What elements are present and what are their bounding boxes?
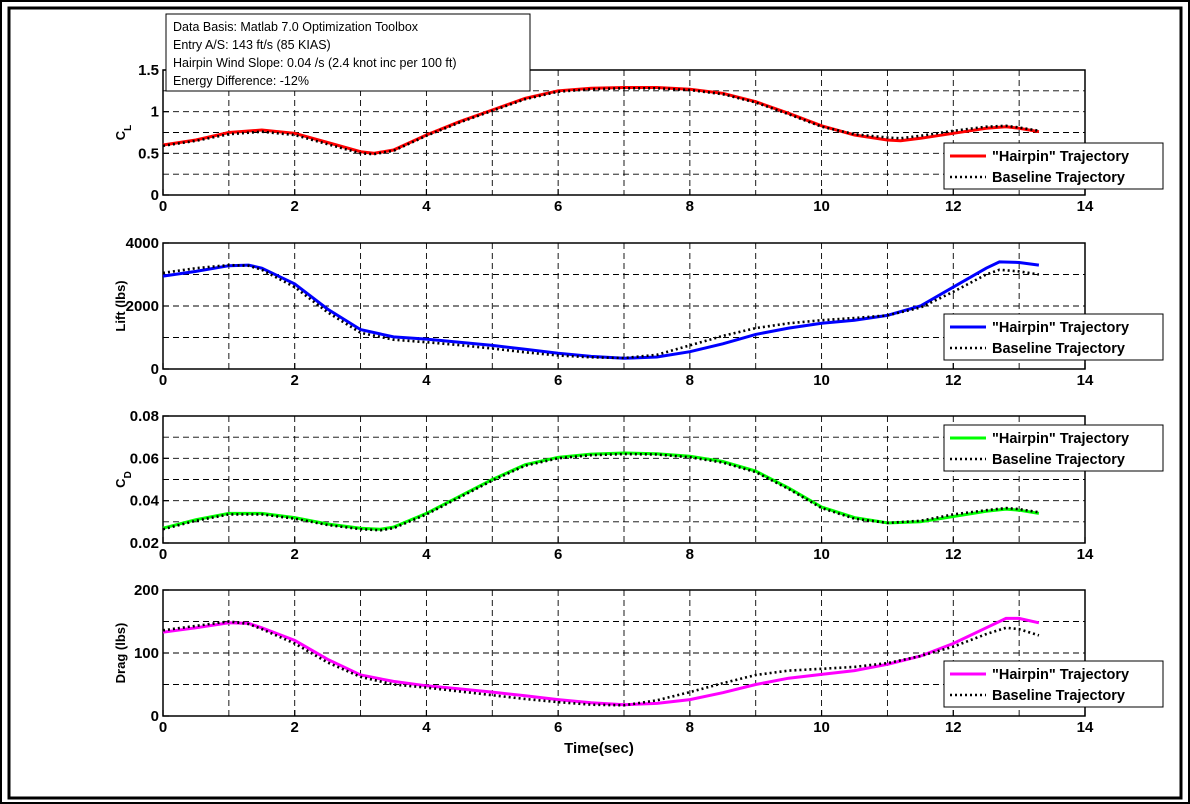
legend-label: "Hairpin" Trajectory — [992, 320, 1129, 336]
y-tick-label: 1 — [151, 104, 159, 121]
annotation-frame — [165, 13, 531, 92]
x-tick-label: 6 — [554, 198, 562, 215]
subplot-2: 0 2 4 6 8 10 12 14 0 2000 4000 Lift (lbs) "Hairpin" … — [113, 235, 1164, 389]
y-axis-label: Lift (lbs) — [113, 280, 128, 331]
annotation-box: Data Basis: Matlab 7.0 Optimization Tool… — [165, 13, 531, 92]
legend-frame — [943, 313, 1164, 361]
baseline-series-line — [162, 452, 1040, 532]
y-axis-label-subscript: L — [123, 125, 134, 131]
legend-frame — [943, 660, 1164, 708]
y-tick-label: 2000 — [126, 298, 159, 315]
x-tick-label: 14 — [1077, 198, 1094, 215]
x-tick-label: 0 — [159, 198, 167, 215]
x-tick-label: 2 — [291, 372, 299, 389]
annotation-line-3: Hairpin Wind Slope: 0.04 /s (2.4 knot in… — [173, 56, 456, 70]
legend: "Hairpin" Trajectory Baseline Trajectory — [943, 313, 1164, 361]
y-tick-label: 100 — [134, 645, 159, 662]
x-tick-label: 8 — [686, 719, 694, 736]
y-axis-label-main: C — [113, 478, 128, 488]
annotation-line-2: Entry A/S: 143 ft/s (85 KIAS) — [173, 38, 331, 52]
y-axis-label-subscript: D — [123, 471, 134, 478]
y-tick-label: 0.02 — [130, 535, 159, 552]
legend-label: "Hairpin" Trajectory — [992, 431, 1129, 447]
axes-box — [162, 69, 1086, 196]
y-axis-label-main: Drag (lbs) — [113, 623, 128, 684]
x-tick-label: 2 — [291, 546, 299, 563]
y-axis-label-main: C — [113, 130, 128, 140]
legend: "Hairpin" Trajectory Baseline Trajectory — [943, 142, 1164, 190]
y-tick-label: 0 — [151, 708, 159, 725]
y-axis-label: CD — [113, 471, 134, 488]
x-tick-label: 4 — [422, 546, 431, 563]
x-tick-label: 0 — [159, 372, 167, 389]
x-tick-label: 14 — [1077, 372, 1094, 389]
y-axis-label-main: Lift (lbs) — [113, 280, 128, 331]
legend-label: Baseline Trajectory — [992, 452, 1125, 468]
x-tick-label: 10 — [813, 719, 830, 736]
legend-label: Baseline Trajectory — [992, 170, 1125, 186]
y-tick-label: 0.5 — [138, 145, 159, 162]
baseline-series-line — [162, 620, 1040, 707]
x-tick-label: 8 — [686, 372, 694, 389]
x-tick-label: 4 — [422, 719, 431, 736]
x-tick-label: 14 — [1077, 546, 1094, 563]
legend-label: "Hairpin" Trajectory — [992, 149, 1129, 165]
y-tick-label: 4000 — [126, 235, 159, 252]
y-axis-label: CL — [113, 125, 134, 141]
x-tick-label: 0 — [159, 546, 167, 563]
y-tick-label: 200 — [134, 582, 159, 599]
annotation-line-1: Data Basis: Matlab 7.0 Optimization Tool… — [173, 20, 419, 34]
y-axis-label: Drag (lbs) — [113, 623, 128, 684]
x-tick-label: 6 — [554, 546, 562, 563]
x-tick-label: 8 — [686, 198, 694, 215]
x-tick-label: 4 — [422, 198, 431, 215]
legend-label: Baseline Trajectory — [992, 688, 1125, 704]
x-tick-label: 12 — [945, 198, 962, 215]
axes-box — [162, 415, 1086, 544]
legend-frame — [943, 424, 1164, 472]
legend-frame — [943, 142, 1164, 190]
legend: "Hairpin" Trajectory Baseline Trajectory — [943, 424, 1164, 472]
x-tick-label: 10 — [813, 546, 830, 563]
hairpin-series-line — [162, 616, 1040, 707]
x-tick-label: 4 — [422, 372, 431, 389]
x-tick-label: 6 — [554, 372, 562, 389]
x-tick-label: 12 — [945, 546, 962, 563]
subplot-4: 0 2 4 6 8 10 12 14 0 100 200 Drag (lbs) "Hairpin" Tr… — [113, 582, 1164, 736]
x-tick-label: 6 — [554, 719, 562, 736]
annotation-line-4: Energy Difference: -12% — [173, 74, 309, 88]
x-tick-label: 14 — [1077, 719, 1094, 736]
y-tick-label: 0 — [151, 187, 159, 204]
y-tick-label: 0.04 — [130, 493, 160, 510]
baseline-series-line — [162, 87, 1040, 156]
y-tick-label: 0.08 — [130, 408, 159, 425]
baseline-series-line — [162, 263, 1040, 360]
x-tick-label: 12 — [945, 719, 962, 736]
subplot-3: 0 2 4 6 8 10 12 14 0.02 0.04 0.06 0.08 CD "Hairpin" T… — [113, 408, 1164, 563]
x-tick-label: 12 — [945, 372, 962, 389]
x-tick-label: 10 — [813, 198, 830, 215]
x-tick-label: 10 — [813, 372, 830, 389]
y-tick-label: 0 — [151, 361, 159, 378]
legend-label: "Hairpin" Trajectory — [992, 667, 1129, 683]
x-axis-label: Time(sec) — [564, 740, 634, 757]
legend-label: Baseline Trajectory — [992, 341, 1125, 357]
x-tick-label: 0 — [159, 719, 167, 736]
x-tick-label: 8 — [686, 546, 694, 563]
x-tick-label: 2 — [291, 719, 299, 736]
y-tick-label: 1.5 — [138, 62, 159, 79]
x-tick-label: 2 — [291, 198, 299, 215]
y-tick-label: 0.06 — [130, 450, 159, 467]
legend: "Hairpin" Trajectory Baseline Trajectory — [943, 660, 1164, 708]
figure-border — [7, 6, 1183, 800]
